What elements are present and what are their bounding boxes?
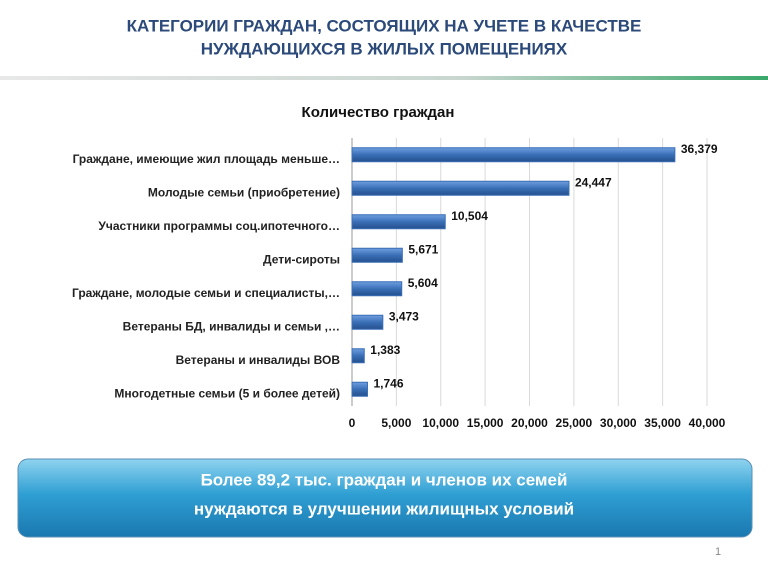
y-tick-label: Дети-сироты: [263, 252, 340, 266]
x-tick-label: 40,000: [689, 416, 726, 430]
bar: [351, 247, 403, 263]
x-tick-label: 0: [349, 416, 356, 430]
value-label: 5,671: [408, 242, 438, 256]
y-tick-label: Многодетные семьи (5 и более детей): [114, 386, 340, 400]
x-tick-label: 10,000: [422, 416, 459, 430]
y-tick-label: Участники программы соц.ипотечного…: [98, 219, 340, 233]
callout-text: нуждаются в улучшении жилищных условий: [194, 499, 574, 518]
bar: [351, 381, 368, 397]
x-tick-label: 20,000: [511, 416, 548, 430]
plot: 0 5,000 10,000 15,000 20,000 25,000 30,000 35,0…: [72, 138, 726, 430]
value-label: 1,383: [370, 343, 400, 357]
y-tick-label: Ветераны БД, инвалиды и семьи ,…: [123, 319, 340, 333]
x-tick-label: 15,000: [467, 416, 504, 430]
callout-text: Более 89,2 тыс. граждан и членов их семе…: [201, 470, 568, 489]
x-tick-label: 5,000: [381, 416, 411, 430]
value-label: 24,447: [575, 175, 612, 189]
x-tick-label: 25,000: [556, 416, 593, 430]
page-number: 1: [715, 546, 721, 558]
bar: [351, 147, 676, 163]
value-label: 3,473: [389, 309, 419, 323]
bar: [351, 281, 403, 297]
y-tick-label: Граждане, имеющие жил площадь меньше…: [73, 152, 340, 166]
x-tick-label: 30,000: [600, 416, 637, 430]
slide-title: НУЖДАЮЩИХСЯ В ЖИЛЫХ ПОМЕЩЕНИЯХ: [201, 39, 568, 58]
bar: [351, 214, 446, 230]
value-label: 1,746: [373, 376, 403, 390]
chart-title: Количество граждан: [302, 104, 455, 121]
slide-title: КАТЕГОРИИ ГРАЖДАН, СОСТОЯЩИХ НА УЧЕТЕ В …: [127, 16, 642, 35]
value-label: 5,604: [408, 276, 438, 290]
bar: [351, 180, 570, 196]
title-rule: [0, 76, 768, 80]
callout-box: [17, 458, 753, 538]
value-label: 36,379: [681, 142, 718, 156]
bar: [351, 348, 365, 364]
bar: [351, 314, 384, 330]
y-tick-label: Молодые семьи (приобретение): [148, 185, 340, 199]
x-tick-label: 35,000: [644, 416, 681, 430]
value-label: 10,504: [451, 209, 488, 223]
y-tick-label: Ветераны и инвалиды ВОВ: [176, 353, 341, 367]
y-tick-label: Граждане, молодые семьи и специалисты,…: [72, 286, 340, 300]
